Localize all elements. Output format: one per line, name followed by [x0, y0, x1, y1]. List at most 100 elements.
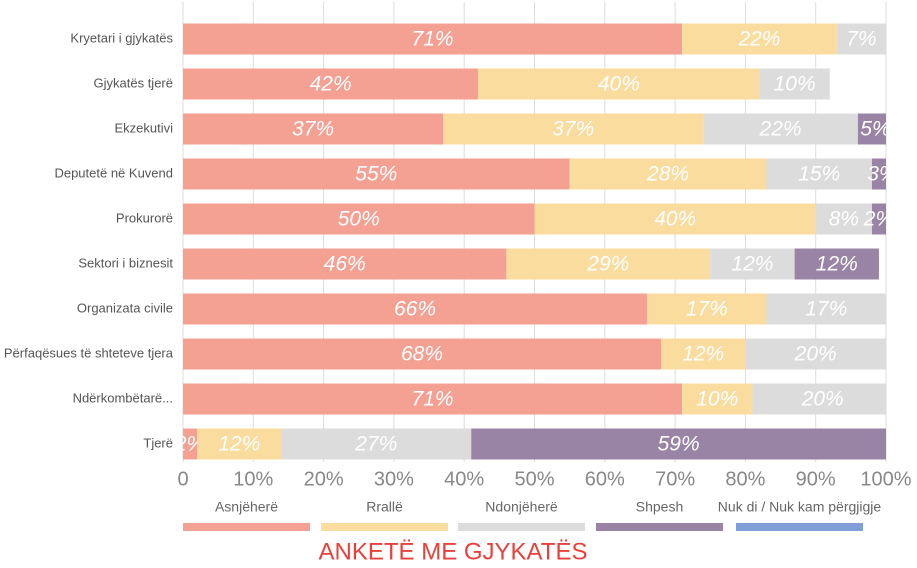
bar-segment [183, 23, 683, 55]
data-label: 27% [354, 433, 397, 456]
data-label: 28% [646, 163, 689, 186]
bar-segment [871, 158, 886, 190]
x-tick-label: 0 [177, 468, 188, 490]
data-label: 71% [412, 388, 454, 411]
x-tick-label: 40% [444, 468, 484, 490]
data-label: 8% [829, 208, 859, 231]
data-label: 42% [310, 73, 352, 96]
x-tick-label: 70% [655, 468, 695, 490]
bar-segment [183, 338, 662, 370]
bar-segment [471, 428, 886, 460]
bar-segment [183, 383, 683, 415]
bars: 71% 22% 7% 42% 40% 10% 37% 37% 22% 5% 55% 28% 15% 3% 5… [183, 23, 897, 460]
legend-swatch [458, 523, 585, 531]
legend-swatch [183, 523, 310, 531]
data-label: 20% [794, 343, 837, 366]
bar-segment [661, 338, 746, 370]
bar-segment [183, 68, 479, 100]
legend-label: Rrallë [366, 499, 403, 515]
data-label: 12% [731, 253, 773, 276]
bar-segment [682, 23, 837, 55]
bar-segment [183, 203, 535, 235]
data-label: 22% [737, 28, 780, 51]
data-label: 22% [759, 118, 802, 141]
data-label: 37% [292, 118, 334, 141]
bar-segment [183, 293, 647, 325]
data-label: 68% [401, 343, 443, 366]
bar-segment [506, 248, 711, 280]
bar-segment [710, 248, 795, 280]
bar-segment [682, 383, 753, 415]
data-label: 10% [696, 388, 738, 411]
legend-label: Shpesh [636, 499, 683, 515]
bar-segment [857, 113, 886, 145]
chart-title: ANKETË ME GJYKATËS [319, 538, 588, 565]
data-label: 17% [686, 298, 728, 321]
data-label: 20% [801, 388, 844, 411]
category-label: Tjerë [143, 435, 173, 450]
bar-segment [646, 293, 767, 325]
bar-segment [815, 203, 872, 235]
legend-label: Ndonjëherë [485, 499, 558, 515]
bar-segment [703, 113, 858, 145]
data-label: 46% [324, 253, 366, 276]
data-label: 12% [816, 253, 858, 276]
x-tick-label: 20% [304, 468, 344, 490]
category-label: Sektori i biznesit [78, 255, 173, 270]
bar-segment [745, 338, 886, 370]
data-label: 66% [394, 298, 436, 321]
bar-segment [836, 23, 886, 55]
x-tick-label: 100% [860, 468, 911, 490]
data-label: 40% [598, 73, 640, 96]
legend-label: Asnjëherë [215, 499, 278, 515]
x-tick-label: 30% [374, 468, 414, 490]
data-label: 2% [863, 208, 894, 231]
bar-segment [766, 293, 886, 325]
x-tick-label: 50% [514, 468, 554, 490]
bar-segment [534, 203, 816, 235]
x-tick-label: 10% [233, 468, 273, 490]
legend-swatch [736, 523, 863, 531]
data-label: 10% [774, 73, 816, 96]
bar-segment [766, 158, 872, 190]
category-label: Ekzekutivi [114, 120, 173, 135]
bar-segment [794, 248, 879, 280]
bar-segment [183, 248, 507, 280]
data-label: 17% [805, 298, 847, 321]
x-tick-label: 60% [585, 468, 625, 490]
bar-segment [183, 428, 198, 460]
legend-swatch [596, 523, 723, 531]
data-label: 50% [338, 208, 380, 231]
bar-segment [183, 113, 444, 145]
data-label: 12% [682, 343, 724, 366]
bar-segment [183, 158, 570, 190]
bar-segment [871, 203, 886, 235]
data-label: 71% [412, 28, 454, 51]
bar-segment [197, 428, 282, 460]
category-label: Organizata civile [77, 300, 173, 315]
data-label: 40% [654, 208, 696, 231]
data-label: 29% [586, 253, 629, 276]
bar-segment [281, 428, 472, 460]
data-label: 5% [860, 118, 890, 141]
category-label: Prokurorë [116, 210, 173, 225]
category-label: Kryetari i gjykatës [70, 30, 173, 45]
data-label: 15% [798, 163, 840, 186]
data-label: 59% [658, 433, 700, 456]
bar-segment [478, 68, 760, 100]
legend-label: Nuk di / Nuk kam përgjigje [718, 499, 882, 515]
data-label: 37% [552, 118, 594, 141]
bar-segment [569, 158, 767, 190]
legend-swatch [321, 523, 448, 531]
bar-segment [443, 113, 704, 145]
data-label: 12% [218, 433, 260, 456]
x-tick-label: 80% [725, 468, 765, 490]
data-label: 3% [867, 163, 897, 186]
category-label: Gjykatës tjerë [94, 75, 173, 90]
bar-segment [752, 383, 886, 415]
category-label: Përfaqësues të shteteve tjera [4, 345, 174, 360]
data-label: 55% [355, 163, 397, 186]
x-tick-label: 90% [796, 468, 836, 490]
data-label: 7% [846, 28, 876, 51]
